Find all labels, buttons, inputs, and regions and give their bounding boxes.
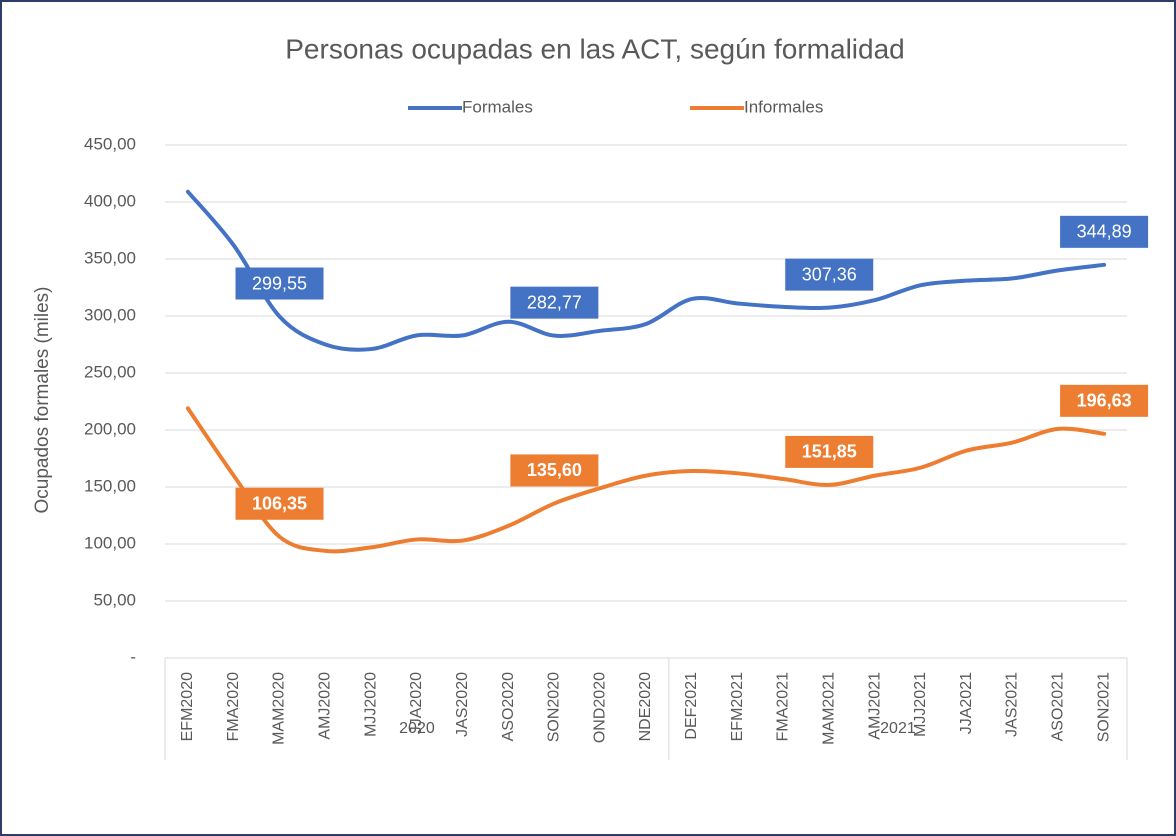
data-label-box bbox=[1060, 215, 1149, 248]
x-tick-label: ASO2021 bbox=[1050, 672, 1067, 741]
data-label-box bbox=[235, 487, 324, 520]
chart-title: Personas ocupadas en las ACT, según form… bbox=[285, 33, 905, 64]
x-tick-label: AMJ2020 bbox=[317, 672, 334, 740]
x-tick-label: SON2020 bbox=[546, 672, 563, 742]
data-label: 151,85 bbox=[802, 442, 857, 462]
series-line bbox=[185, 406, 1107, 554]
data-label-box bbox=[1060, 384, 1149, 417]
legend-label: Formales bbox=[462, 97, 533, 116]
data-label: 307,36 bbox=[802, 264, 857, 284]
data-label: 282,77 bbox=[527, 292, 582, 312]
x-tick-label: AMJ2021 bbox=[866, 672, 883, 740]
group-label: 2020 bbox=[399, 720, 435, 737]
x-tick-label: JJA2020 bbox=[408, 672, 425, 734]
x-tick-label: NDE2020 bbox=[637, 672, 654, 741]
series-line bbox=[185, 189, 1107, 352]
y-tick-label: - bbox=[130, 647, 136, 666]
data-label-box bbox=[510, 454, 599, 487]
y-tick-label: 300,00 bbox=[84, 305, 136, 324]
x-tick-label: SON2021 bbox=[1095, 672, 1112, 742]
y-axis-title: Ocupados formales (miles) bbox=[32, 286, 53, 513]
x-tick-label: DEF2021 bbox=[683, 672, 700, 740]
group-label: 2021 bbox=[880, 720, 916, 737]
data-label-box bbox=[235, 267, 324, 300]
y-tick-label: 450,00 bbox=[84, 134, 136, 153]
x-tick-label: MJJ2020 bbox=[362, 672, 379, 737]
x-tick-label: JAS2020 bbox=[454, 672, 471, 737]
x-tick-label: FMA2020 bbox=[225, 672, 242, 741]
data-label: 196,63 bbox=[1077, 391, 1132, 411]
y-tick-label: 350,00 bbox=[84, 248, 136, 267]
y-tick-label: 250,00 bbox=[84, 362, 136, 381]
x-tick-label: OND2020 bbox=[591, 672, 608, 743]
data-label-box bbox=[510, 286, 599, 319]
data-label-box bbox=[785, 435, 874, 468]
x-tick-label: JJA2021 bbox=[958, 672, 975, 734]
x-tick-label: MAM2020 bbox=[271, 672, 288, 745]
y-tick-label: 150,00 bbox=[84, 476, 136, 495]
x-tick-label: MAM2021 bbox=[820, 672, 837, 745]
data-label-box bbox=[785, 258, 874, 291]
x-tick-label: ASO2020 bbox=[500, 672, 517, 741]
legend-label: Informales bbox=[744, 97, 823, 116]
x-tick-label: EFM2020 bbox=[179, 672, 196, 741]
data-label: 299,55 bbox=[252, 273, 307, 293]
data-label: 344,89 bbox=[1077, 222, 1132, 242]
x-tick-label: JAS2021 bbox=[1004, 672, 1021, 737]
y-tick-label: 100,00 bbox=[84, 533, 136, 552]
x-tick-label: FMA2021 bbox=[775, 672, 792, 741]
y-tick-label: 200,00 bbox=[84, 419, 136, 438]
data-label: 106,35 bbox=[252, 494, 307, 514]
y-tick-label: 50,00 bbox=[93, 590, 136, 609]
y-tick-label: 400,00 bbox=[84, 191, 136, 210]
x-tick-label: MJJ2021 bbox=[912, 672, 929, 737]
data-label: 135,60 bbox=[527, 460, 582, 480]
x-tick-label: EFM2021 bbox=[729, 672, 746, 741]
